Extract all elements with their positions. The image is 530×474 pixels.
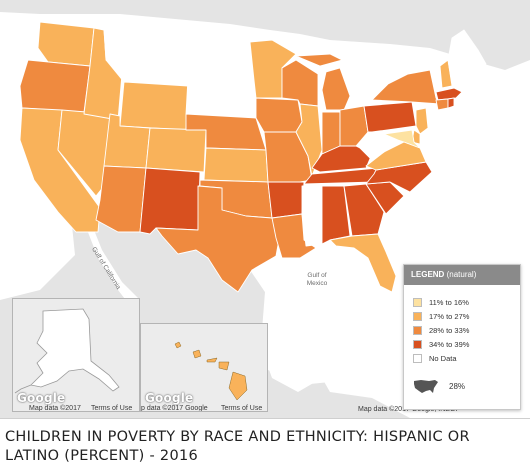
choropleth-map[interactable]: Gulf of California Gulf of Mexico Google …: [0, 0, 530, 419]
state-massachusetts[interactable]: [435, 87, 463, 101]
state-ohio[interactable]: [339, 105, 369, 147]
state-florida[interactable]: [329, 233, 397, 293]
gulf-of-mexico-water: [250, 262, 395, 385]
canada-land: [0, 0, 530, 70]
state-arkansas[interactable]: [267, 181, 305, 219]
hawaii-map: [174, 341, 248, 401]
legend-item-34-39: 34% to 39%: [413, 339, 469, 349]
state-new-mexico[interactable]: [139, 167, 201, 235]
terms-of-use-link-hawaii[interactable]: Terms of Use: [221, 405, 263, 412]
legend-swatch: [413, 353, 422, 363]
kauai-island[interactable]: [174, 341, 182, 349]
state-maine[interactable]: [447, 29, 487, 85]
state-texas[interactable]: [155, 185, 281, 293]
state-washington[interactable]: [37, 21, 95, 67]
state-oregon[interactable]: [19, 59, 91, 113]
maui-island[interactable]: [218, 361, 230, 371]
state-pennsylvania[interactable]: [363, 101, 417, 133]
state-connecticut[interactable]: [435, 98, 449, 111]
legend-label: 34% to 39%: [429, 339, 470, 349]
legend-swatch: [413, 339, 422, 349]
molokai-island[interactable]: [206, 357, 218, 363]
us-average-value: 28%: [449, 381, 466, 391]
page-title: CHILDREN IN POVERTY BY RACE AND ETHNICIT…: [5, 429, 470, 464]
state-georgia[interactable]: [343, 183, 385, 237]
legend-item-no-data: No Data: [413, 353, 457, 363]
legend-label: 11% to 16%: [429, 297, 469, 307]
terms-of-use-link-alaska[interactable]: Terms of Use: [91, 405, 133, 412]
state-colorado[interactable]: [145, 127, 207, 173]
aleutian-islands: [14, 384, 32, 394]
big-island[interactable]: [228, 371, 248, 401]
state-rhode-island[interactable]: [447, 97, 455, 109]
legend-subtitle: (natural): [446, 270, 477, 279]
map-data-attribution-alaska: Map data ©2017: [29, 405, 81, 412]
state-north-dakota[interactable]: [187, 39, 255, 81]
state-mississippi[interactable]: [301, 185, 323, 247]
map-data-attribution-hawaii: p data ©2017 Google: [141, 405, 208, 412]
state-illinois[interactable]: [295, 103, 323, 177]
google-logo-hawaii: Google: [145, 391, 194, 405]
hawaii-inset[interactable]: Google p data ©2017 Google Terms of Use: [140, 323, 268, 412]
alaska-shape[interactable]: [30, 308, 120, 392]
legend-label: 28% to 33%: [429, 325, 470, 335]
alaska-inset[interactable]: Google Map data ©2017 Terms of Use: [12, 298, 140, 412]
state-wyoming[interactable]: [119, 81, 189, 131]
legend-swatch: [413, 297, 422, 307]
legend-swatch: [413, 325, 422, 335]
us-map-icon: [414, 380, 438, 393]
gulf-of-mexico-label: Gulf of Mexico: [306, 272, 328, 287]
state-iowa[interactable]: [255, 97, 303, 133]
state-arizona[interactable]: [95, 165, 147, 233]
google-logo: Google: [17, 391, 66, 405]
oahu-island[interactable]: [192, 349, 202, 359]
state-new-jersey[interactable]: [415, 107, 429, 135]
legend-label: No Data: [429, 353, 457, 363]
legend-panel: LEGEND (natural) 11% to 16% 17% to 27% 2…: [403, 264, 521, 410]
state-south-dakota[interactable]: [185, 77, 257, 119]
legend-item-11-16: 11% to 16%: [413, 297, 469, 307]
legend-item-28-33: 28% to 33%: [413, 325, 469, 335]
legend-title: LEGEND: [411, 270, 445, 279]
state-new-york[interactable]: [371, 69, 441, 105]
legend-us-average: 28%: [413, 378, 465, 394]
state-north-carolina[interactable]: [365, 161, 433, 193]
legend-label: 17% to 27%: [429, 311, 470, 321]
legend-header: LEGEND (natural): [404, 265, 520, 285]
legend-swatch: [413, 311, 422, 321]
state-maryland[interactable]: [383, 129, 421, 149]
gulf-of-california-water: [84, 215, 140, 312]
legend-item-17-27: 17% to 27%: [413, 311, 469, 321]
state-kansas[interactable]: [203, 147, 269, 183]
alaska-map: [14, 308, 120, 394]
